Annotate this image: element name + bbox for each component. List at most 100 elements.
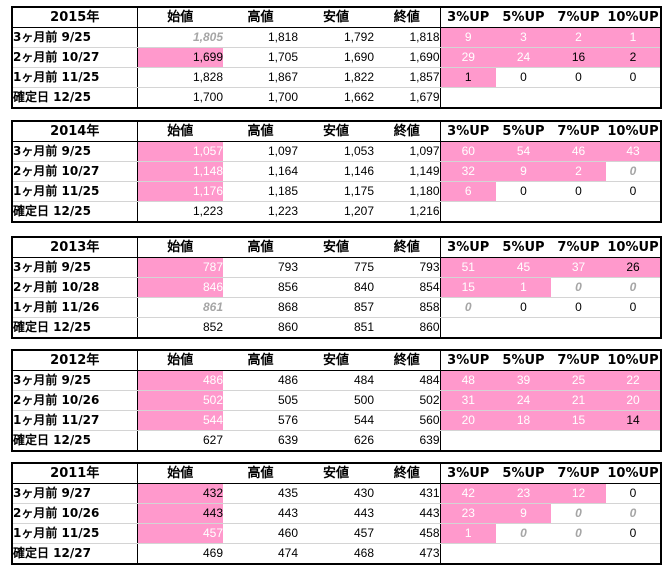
- price-cell[interactable]: 544: [298, 410, 374, 431]
- count-cell[interactable]: 43: [606, 141, 661, 162]
- column-header[interactable]: 7%UP: [551, 7, 606, 28]
- column-header[interactable]: 始値: [137, 237, 223, 258]
- price-cell[interactable]: 1,223: [223, 201, 298, 223]
- price-cell[interactable]: 787: [137, 257, 223, 278]
- count-cell[interactable]: 0: [606, 297, 661, 318]
- count-cell[interactable]: [440, 201, 496, 223]
- count-cell[interactable]: [551, 317, 606, 339]
- column-header[interactable]: 7%UP: [551, 463, 606, 484]
- price-cell[interactable]: 639: [374, 430, 441, 452]
- count-cell[interactable]: 46: [551, 141, 606, 162]
- price-cell[interactable]: 793: [374, 257, 441, 278]
- count-cell[interactable]: 51: [440, 257, 496, 278]
- price-cell[interactable]: 560: [374, 410, 441, 431]
- count-cell[interactable]: 12: [551, 483, 606, 504]
- price-cell[interactable]: 840: [298, 277, 374, 298]
- count-cell[interactable]: 15: [440, 277, 496, 298]
- column-header[interactable]: 終値: [374, 237, 441, 258]
- count-cell[interactable]: [606, 430, 661, 452]
- column-header[interactable]: 終値: [374, 350, 441, 371]
- price-cell[interactable]: 627: [137, 430, 223, 452]
- count-cell[interactable]: [440, 317, 496, 339]
- count-cell[interactable]: [606, 543, 661, 565]
- price-cell[interactable]: 457: [298, 523, 374, 544]
- column-header[interactable]: 高値: [223, 121, 298, 142]
- column-header[interactable]: 始値: [137, 350, 223, 371]
- row-label[interactable]: 確定日 12/25: [12, 201, 138, 223]
- column-header[interactable]: 始値: [137, 463, 223, 484]
- price-cell[interactable]: 505: [223, 390, 298, 411]
- count-cell[interactable]: 45: [496, 257, 551, 278]
- column-header[interactable]: 3%UP: [440, 463, 496, 484]
- column-header[interactable]: 5%UP: [496, 121, 551, 142]
- price-cell[interactable]: 1,175: [298, 181, 374, 202]
- column-header[interactable]: 安値: [298, 121, 374, 142]
- column-header[interactable]: 終値: [374, 463, 441, 484]
- price-cell[interactable]: 854: [374, 277, 441, 298]
- row-label[interactable]: 1ヶ月前 11/25: [12, 181, 138, 202]
- price-cell[interactable]: 469: [137, 543, 223, 565]
- column-header[interactable]: 高値: [223, 7, 298, 28]
- count-cell[interactable]: 15: [551, 410, 606, 431]
- count-cell[interactable]: 0: [551, 503, 606, 524]
- count-cell[interactable]: 16: [551, 47, 606, 68]
- count-cell[interactable]: 0: [496, 523, 551, 544]
- price-cell[interactable]: 443: [298, 503, 374, 524]
- count-cell[interactable]: 54: [496, 141, 551, 162]
- row-label[interactable]: 1ヶ月前 11/25: [12, 523, 138, 544]
- count-cell[interactable]: [496, 87, 551, 109]
- price-cell[interactable]: 1,818: [374, 27, 441, 48]
- count-cell[interactable]: 24: [496, 390, 551, 411]
- count-cell[interactable]: 1: [496, 277, 551, 298]
- count-cell[interactable]: 60: [440, 141, 496, 162]
- year-label[interactable]: 2011年: [12, 463, 138, 484]
- row-label[interactable]: 2ヶ月前 10/26: [12, 503, 138, 524]
- count-cell[interactable]: 3: [496, 27, 551, 48]
- price-cell[interactable]: 1,690: [374, 47, 441, 68]
- price-cell[interactable]: 1,097: [374, 141, 441, 162]
- year-label[interactable]: 2013年: [12, 237, 138, 258]
- price-cell[interactable]: 1,176: [137, 181, 223, 202]
- count-cell[interactable]: 24: [496, 47, 551, 68]
- count-cell[interactable]: 9: [496, 161, 551, 182]
- column-header[interactable]: 終値: [374, 121, 441, 142]
- count-cell[interactable]: [551, 543, 606, 565]
- column-header[interactable]: 3%UP: [440, 7, 496, 28]
- row-label[interactable]: 確定日 12/25: [12, 430, 138, 452]
- price-cell[interactable]: 860: [223, 317, 298, 339]
- price-cell[interactable]: 851: [298, 317, 374, 339]
- count-cell[interactable]: 26: [606, 257, 661, 278]
- count-cell[interactable]: 31: [440, 390, 496, 411]
- year-label[interactable]: 2015年: [12, 7, 138, 28]
- price-cell[interactable]: 1,705: [223, 47, 298, 68]
- price-cell[interactable]: 443: [223, 503, 298, 524]
- price-cell[interactable]: 502: [137, 390, 223, 411]
- count-cell[interactable]: 32: [440, 161, 496, 182]
- price-cell[interactable]: 856: [223, 277, 298, 298]
- price-cell[interactable]: 846: [137, 277, 223, 298]
- price-cell[interactable]: 458: [374, 523, 441, 544]
- count-cell[interactable]: 20: [440, 410, 496, 431]
- count-cell[interactable]: 42: [440, 483, 496, 504]
- column-header[interactable]: 安値: [298, 350, 374, 371]
- price-cell[interactable]: 473: [374, 543, 441, 565]
- count-cell[interactable]: 0: [551, 297, 606, 318]
- price-cell[interactable]: 1,679: [374, 87, 441, 109]
- count-cell[interactable]: 1: [440, 523, 496, 544]
- price-cell[interactable]: 1,185: [223, 181, 298, 202]
- price-cell[interactable]: 544: [137, 410, 223, 431]
- column-header[interactable]: 3%UP: [440, 350, 496, 371]
- column-header[interactable]: 10%UP: [606, 121, 661, 142]
- column-header[interactable]: 高値: [223, 463, 298, 484]
- count-cell[interactable]: 0: [606, 277, 661, 298]
- price-cell[interactable]: 860: [374, 317, 441, 339]
- count-cell[interactable]: 21: [551, 390, 606, 411]
- count-cell[interactable]: 14: [606, 410, 661, 431]
- count-cell[interactable]: 48: [440, 370, 496, 391]
- price-cell[interactable]: 1,146: [298, 161, 374, 182]
- column-header[interactable]: 7%UP: [551, 350, 606, 371]
- column-header[interactable]: 安値: [298, 237, 374, 258]
- row-label[interactable]: 3ヶ月前 9/25: [12, 141, 138, 162]
- count-cell[interactable]: 18: [496, 410, 551, 431]
- count-cell[interactable]: 29: [440, 47, 496, 68]
